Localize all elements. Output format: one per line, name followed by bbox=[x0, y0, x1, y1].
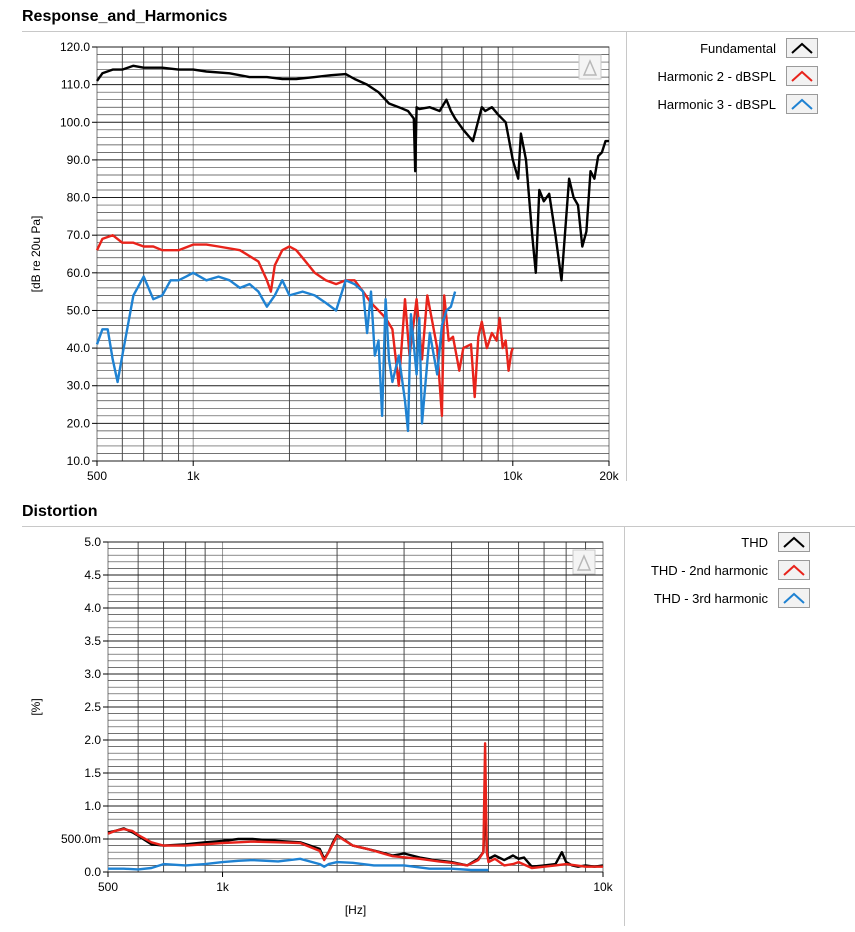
legend-swatch-icon[interactable] bbox=[786, 94, 818, 114]
y-tick-label: 3.5 bbox=[84, 634, 101, 648]
y-tick-label: 500.0m bbox=[61, 832, 101, 846]
y-tick-label: 4.0 bbox=[84, 601, 101, 615]
y-tick-label: 0.0 bbox=[84, 865, 101, 879]
response-panel-separator bbox=[22, 31, 855, 32]
x-tick-label: 1k bbox=[216, 880, 230, 894]
series-line-1 bbox=[107, 791, 604, 868]
legend-label: Fundamental bbox=[700, 40, 776, 56]
x-tick-label: 10k bbox=[593, 880, 613, 894]
y-tick-label: 30.0 bbox=[67, 379, 91, 393]
legend-item-fundamental[interactable]: Fundamental bbox=[628, 34, 818, 62]
x-tick-label: 1k bbox=[187, 469, 201, 482]
legend-swatch-icon[interactable] bbox=[778, 532, 810, 552]
y-tick-label: 100.0 bbox=[60, 115, 90, 129]
y-tick-label: 2.0 bbox=[84, 733, 101, 747]
legend-label: Harmonic 3 - dBSPL bbox=[657, 96, 777, 112]
graph-palette-icon bbox=[578, 54, 602, 80]
y-tick-label: 3.0 bbox=[84, 667, 101, 681]
y-tick-label: 90.0 bbox=[67, 153, 91, 167]
plot-area bbox=[96, 46, 610, 462]
y-tick-label: 5.0 bbox=[84, 535, 101, 549]
y-axis-label: [%] bbox=[29, 698, 43, 715]
legend-item-thd[interactable]: THD bbox=[620, 528, 810, 556]
y-tick-label: 10.0 bbox=[67, 454, 91, 468]
distortion-panel-separator bbox=[22, 526, 855, 527]
x-tick-label: 500 bbox=[98, 880, 118, 894]
response-chart: 10.0 20.0 30.0 40.0 50.0 60.0 70.0 80.0 90.0 100.… bbox=[29, 40, 620, 482]
series-line-3 bbox=[95, 271, 457, 433]
y-axis-label: [dB re 20u Pa] bbox=[29, 216, 43, 293]
y-tick-label: 70.0 bbox=[67, 228, 91, 242]
legend-label: Harmonic 2 - dBSPL bbox=[657, 68, 777, 84]
legend-swatch-icon[interactable] bbox=[778, 560, 810, 580]
y-tick-label: 80.0 bbox=[67, 191, 91, 205]
distortion-panel-title: Distortion bbox=[22, 503, 98, 520]
distortion-chart: 0.0 500.0m 1.0 1.5 2.0 2.5 3.0 3.5 4.0 4.5 5.0 500 1… bbox=[29, 535, 614, 917]
legend-item-thd-2nd[interactable]: THD - 2nd harmonic bbox=[620, 556, 810, 584]
response-panel-title: Response_and_Harmonics bbox=[22, 8, 228, 25]
series-line-1 bbox=[96, 64, 609, 282]
response-legend-divider bbox=[626, 31, 627, 481]
x-tick-label: 20k bbox=[599, 469, 619, 482]
y-tick-label: 40.0 bbox=[67, 341, 91, 355]
x-tick-label: 500 bbox=[87, 469, 107, 482]
y-tick-label: 120.0 bbox=[60, 40, 90, 54]
graph-palette-icon bbox=[572, 549, 596, 575]
y-tick-label: 50.0 bbox=[67, 303, 91, 317]
legend-label: THD - 2nd harmonic bbox=[650, 562, 768, 578]
response-legend: Fundamental Harmonic 2 - dBSPL Harmonic … bbox=[628, 34, 818, 118]
distortion-legend-divider bbox=[624, 526, 625, 926]
legend-item-thd-3rd[interactable]: THD - 3rd harmonic bbox=[620, 584, 810, 612]
legend-label: THD bbox=[741, 534, 768, 550]
legend-swatch-icon[interactable] bbox=[778, 588, 810, 608]
y-tick-label: 1.5 bbox=[84, 766, 101, 780]
legend-swatch-icon[interactable] bbox=[786, 66, 818, 86]
legend-swatch-icon[interactable] bbox=[786, 38, 818, 58]
y-tick-label: 110.0 bbox=[61, 78, 90, 92]
legend-label: THD - 3rd harmonic bbox=[653, 590, 768, 606]
y-tick-label: 60.0 bbox=[67, 266, 91, 280]
series-line-2 bbox=[107, 742, 603, 870]
x-tick-label: 10k bbox=[503, 469, 523, 482]
series-line-3 bbox=[108, 857, 489, 872]
legend-item-harmonic-2[interactable]: Harmonic 2 - dBSPL bbox=[628, 62, 818, 90]
y-tick-label: 2.5 bbox=[84, 700, 101, 714]
y-tick-label: 1.0 bbox=[84, 799, 101, 813]
distortion-legend: THD THD - 2nd harmonic THD - 3rd harmoni… bbox=[620, 528, 810, 612]
y-tick-label: 20.0 bbox=[67, 416, 91, 430]
x-axis-label: [Hz] bbox=[345, 903, 366, 917]
legend-item-harmonic-3[interactable]: Harmonic 3 - dBSPL bbox=[628, 90, 818, 118]
y-tick-label: 4.5 bbox=[84, 568, 101, 582]
